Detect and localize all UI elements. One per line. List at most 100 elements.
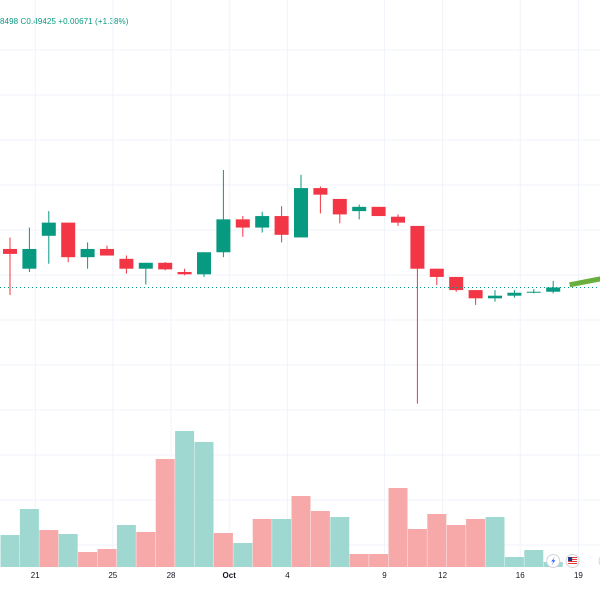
candle-body	[546, 287, 561, 292]
candle-body	[216, 219, 231, 253]
candle-body	[41, 222, 56, 236]
candle[interactable]	[332, 198, 347, 224]
candle[interactable]	[468, 290, 483, 305]
candle-body	[100, 248, 114, 256]
candle-body	[507, 292, 522, 296]
x-tick-label: 19	[574, 571, 583, 580]
flag-glyph	[568, 557, 578, 565]
ohlc-header: 8498 C0.49425 +0.00671 (+1.38%)	[0, 17, 129, 26]
candle-body	[410, 225, 425, 269]
x-axis: 21 25 28 Oct 4 9 12 16 19	[31, 571, 584, 580]
candle[interactable]	[429, 268, 444, 286]
candle[interactable]	[546, 280, 561, 294]
flag-stripe	[568, 561, 578, 562]
volume-bar	[504, 557, 524, 567]
candle-body	[468, 290, 483, 299]
candle[interactable]	[235, 216, 250, 237]
candle-body	[488, 295, 502, 299]
us-flag-event-icon[interactable]	[565, 554, 580, 568]
candle[interactable]	[371, 206, 386, 217]
candle-body	[274, 216, 289, 235]
candle[interactable]	[507, 290, 522, 298]
volume-bar	[388, 488, 408, 567]
x-tick-label: 16	[516, 571, 525, 580]
x-tick-label: 21	[31, 571, 40, 580]
flag-stripe	[568, 563, 578, 564]
candle[interactable]	[100, 245, 114, 256]
flag-stripe	[568, 559, 578, 560]
volume-bar	[407, 529, 427, 567]
volume-bar	[233, 543, 253, 567]
x-tick-label: 9	[382, 571, 387, 580]
candle[interactable]	[61, 222, 76, 263]
volume-bar	[291, 496, 311, 567]
candle-body	[526, 291, 541, 293]
volume-bar	[272, 519, 292, 567]
candle-body	[80, 248, 95, 258]
volume-bar	[446, 525, 466, 567]
candle[interactable]	[255, 211, 270, 233]
volume-bar	[310, 511, 330, 567]
flag-canton	[568, 557, 573, 561]
volume-bar	[330, 517, 350, 567]
candle-body	[119, 258, 134, 269]
candle[interactable]	[3, 237, 17, 296]
chart-overlays	[0, 273, 600, 288]
candle[interactable]	[313, 186, 328, 214]
volume-bars	[0, 431, 563, 567]
candle-body	[22, 248, 37, 269]
candle-body	[235, 219, 250, 228]
candle-body	[138, 262, 153, 269]
candle[interactable]	[158, 262, 173, 271]
candle[interactable]	[119, 255, 134, 274]
projection-arrow[interactable]	[569, 273, 600, 288]
candle[interactable]	[216, 169, 231, 258]
lightning-event-icon[interactable]	[546, 554, 561, 568]
lightning-glyph	[551, 557, 556, 565]
candle-body	[255, 216, 270, 228]
x-tick-label: Oct	[223, 571, 237, 580]
event-icons[interactable]	[546, 554, 600, 568]
candle-body	[294, 188, 308, 238]
volume-bar	[175, 431, 195, 567]
chart-grid	[0, 0, 600, 567]
volume-bar	[349, 554, 369, 567]
candle[interactable]	[80, 242, 95, 269]
volume-bar	[524, 550, 544, 567]
volume-bar	[485, 517, 505, 567]
candle[interactable]	[449, 276, 464, 292]
volume-bar	[466, 519, 486, 567]
candle-series[interactable]	[3, 169, 561, 404]
candle[interactable]	[197, 252, 211, 277]
volume-bar	[19, 509, 39, 567]
candle[interactable]	[488, 290, 502, 302]
candle[interactable]	[294, 174, 308, 238]
candle[interactable]	[22, 227, 37, 272]
candle-body	[391, 216, 405, 223]
candle-body	[429, 268, 444, 277]
x-tick-label: 12	[438, 571, 447, 580]
volume-bar	[136, 532, 156, 567]
volume-bar	[78, 552, 98, 567]
candle-body	[158, 262, 173, 270]
volume-bar	[97, 549, 117, 567]
candle[interactable]	[274, 206, 289, 243]
volume-bar	[155, 459, 175, 567]
volume-bar	[427, 514, 447, 567]
candle-body	[3, 248, 17, 254]
candle-body	[371, 206, 386, 217]
candle[interactable]	[526, 289, 541, 294]
x-tick-label: 25	[108, 571, 117, 580]
candle[interactable]	[352, 204, 367, 220]
candle-body	[197, 252, 211, 275]
volume-bar	[116, 525, 136, 567]
flag-stripe	[568, 557, 578, 558]
candle[interactable]	[410, 225, 425, 404]
x-tick-label: 4	[285, 571, 290, 580]
candle[interactable]	[177, 268, 192, 276]
volume-bar	[213, 533, 233, 567]
candle[interactable]	[391, 214, 405, 226]
candle[interactable]	[138, 262, 153, 285]
candle[interactable]	[41, 211, 56, 264]
